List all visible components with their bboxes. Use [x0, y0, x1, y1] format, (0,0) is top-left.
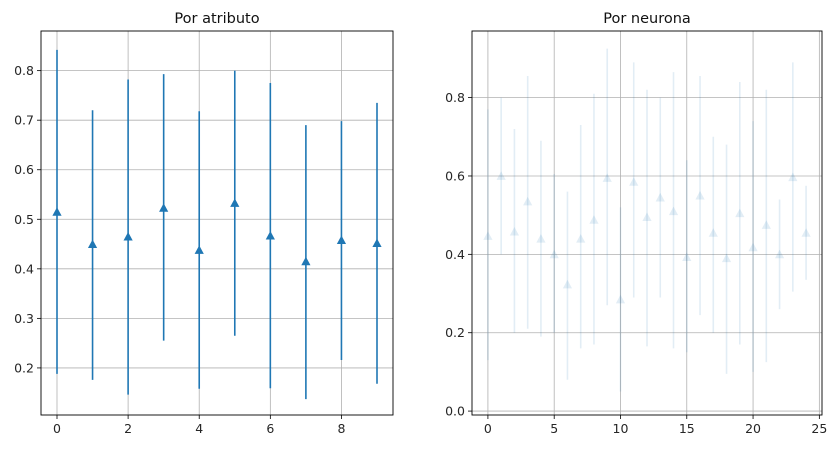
- data-point: [496, 171, 506, 180]
- x-tick-label: 25: [811, 421, 827, 436]
- data-point: [576, 234, 586, 243]
- data-point: [801, 228, 811, 237]
- data-point: [748, 242, 758, 252]
- data-point: [265, 231, 275, 240]
- x-tick-label: 4: [195, 421, 203, 436]
- data-point: [788, 172, 798, 182]
- x-tick-label: 0: [484, 421, 492, 436]
- data-point: [602, 173, 612, 182]
- data-point: [615, 294, 626, 304]
- y-tick-label: 0.6: [445, 168, 465, 183]
- data-point: [230, 198, 240, 207]
- panel-por-neurona: 0 5 10 15 20 25 0.0 0.2 0.4 0.6 0.8 Por neurona: [445, 11, 827, 436]
- x-tick-label: 2: [124, 421, 132, 436]
- data-point: [372, 238, 382, 247]
- x-tick-label: 20: [745, 421, 761, 436]
- y-tick-label: 0.7: [14, 113, 34, 128]
- data-point: [549, 249, 559, 259]
- data-point: [629, 177, 639, 186]
- y-tick-label: 0.0: [445, 404, 465, 419]
- data-point: [509, 227, 520, 236]
- series: [483, 48, 811, 392]
- data-point: [336, 235, 347, 245]
- x-tick-label: 15: [679, 421, 695, 436]
- data-point: [655, 192, 665, 202]
- data-point: [695, 190, 705, 200]
- panel-por-atributo: 0 2 4 6 8 0.2 0.3 0.4 0.5 0.6 0.7 0.8 Por atributo: [14, 11, 394, 436]
- y-tick-label: 0.6: [14, 162, 34, 177]
- axes-frame: [471, 30, 823, 416]
- data-point: [682, 252, 692, 261]
- data-point: [159, 203, 169, 212]
- data-point: [87, 239, 98, 248]
- data-point: [536, 234, 546, 243]
- y-tick-label: 0.5: [14, 212, 34, 227]
- grid: [41, 31, 393, 415]
- data-point: [721, 253, 732, 263]
- x-tick-label: 0: [53, 421, 61, 436]
- series: [52, 49, 382, 400]
- data-point: [123, 232, 133, 241]
- x-tick-label: 10: [613, 421, 629, 436]
- y-tick-label: 0.2: [14, 360, 34, 375]
- data-point: [642, 212, 652, 222]
- data-point: [668, 206, 679, 216]
- data-point: [523, 196, 533, 206]
- x-tick-label: 5: [550, 421, 558, 436]
- y-tick-label: 0.8: [14, 63, 34, 78]
- chart-title: Por neurona: [603, 11, 691, 27]
- data-point: [301, 256, 311, 266]
- data-point: [735, 208, 745, 218]
- chart-title: Por atributo: [174, 11, 259, 27]
- data-point: [483, 231, 493, 240]
- y-tick-label: 0.4: [14, 261, 34, 276]
- data-point: [194, 245, 204, 254]
- y-tick-label: 0.2: [445, 325, 465, 340]
- data-point: [761, 220, 771, 229]
- grid: [472, 31, 822, 415]
- x-tick-label: 6: [266, 421, 274, 436]
- y-tick-label: 0.8: [445, 90, 465, 105]
- data-point: [562, 279, 573, 289]
- data-point: [774, 249, 785, 259]
- y-tick-label: 0.4: [445, 247, 465, 262]
- y-tick-label: 0.3: [14, 311, 34, 326]
- data-point: [589, 215, 599, 224]
- axes-frame: [40, 30, 394, 416]
- data-point: [52, 207, 62, 216]
- data-point: [708, 228, 718, 237]
- x-tick-label: 8: [337, 421, 345, 436]
